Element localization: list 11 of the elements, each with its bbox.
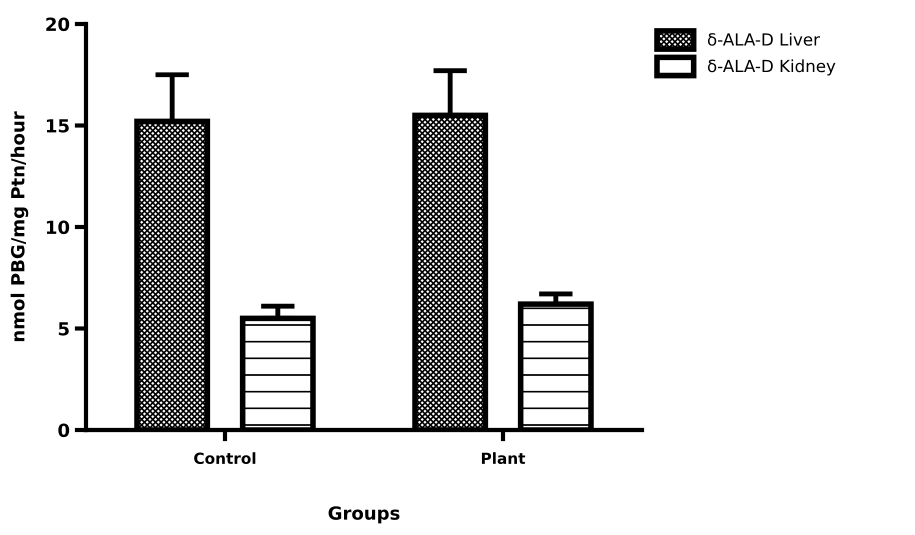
legend-label: δ-ALA-D Kidney bbox=[708, 59, 836, 76]
y-tick-label: 20 bbox=[46, 17, 70, 32]
y-tick-label: 15 bbox=[46, 119, 69, 133]
x-tick-label: Control bbox=[194, 452, 256, 464]
y-axis-title: nmol PBG/mg Ptn/hour bbox=[10, 111, 28, 342]
y-tick-label: 5 bbox=[58, 322, 69, 336]
legend-label: δ-ALA-D Liver bbox=[708, 32, 820, 46]
y-tick-label: 0 bbox=[58, 423, 70, 438]
x-axis-title: Groups bbox=[328, 506, 400, 524]
y-tick-label: 10 bbox=[46, 220, 70, 234]
x-tick-label: Plant bbox=[482, 452, 526, 464]
